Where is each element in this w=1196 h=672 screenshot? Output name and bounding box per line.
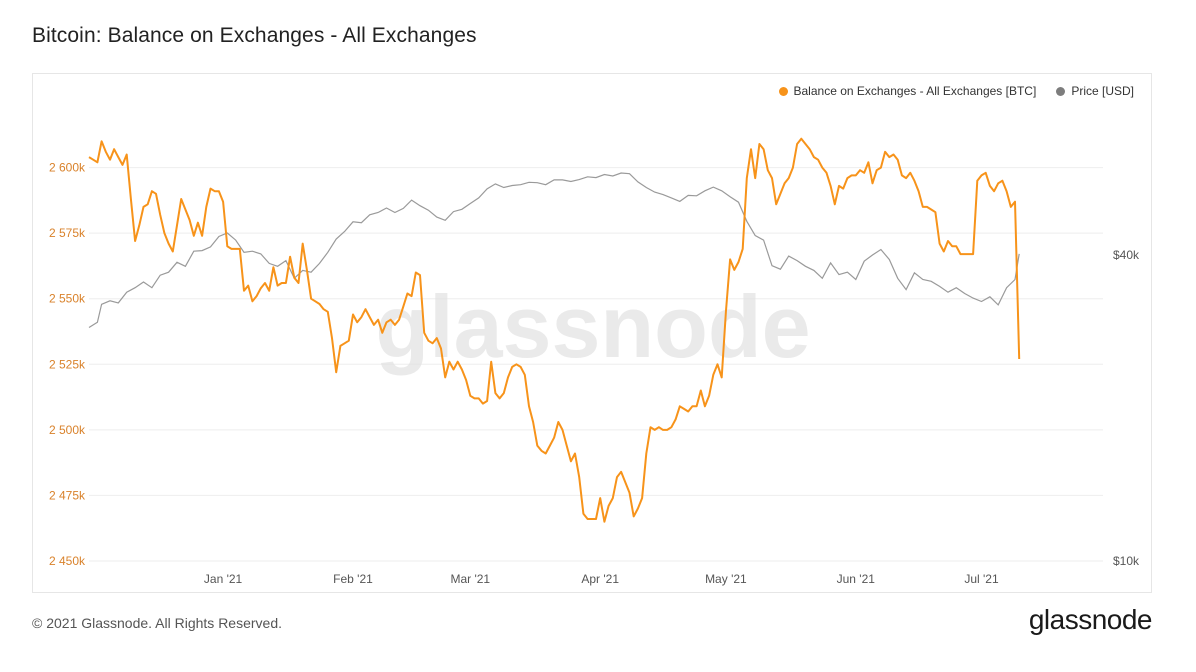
y-right-tick-label: $40k — [1113, 248, 1140, 262]
legend-label-balance: Balance on Exchanges - All Exchanges [BT… — [793, 84, 1037, 98]
legend-label-price: Price [USD] — [1071, 84, 1134, 98]
glassnode-logo[interactable]: glassnode — [1028, 604, 1153, 635]
series-line-price — [88, 172, 1020, 329]
legend-dot-price — [1056, 86, 1066, 96]
x-tick-label: May '21 — [705, 572, 747, 586]
y-left-tick-label: 2 525k — [49, 357, 86, 371]
chart-svg: 2 450k 2 475k 2 500k 2 525k 2 550k 2 575k 2 60… — [49, 137, 1140, 586]
x-tick-label: Jul '21 — [964, 572, 999, 586]
legend-item-balance[interactable]: Balance on Exchanges - All Exchanges [BT… — [778, 84, 1037, 98]
x-tick-label: Jan '21 — [204, 572, 243, 586]
legend: Balance on Exchanges - All Exchanges [BT… — [778, 84, 1134, 98]
series-line-balance — [88, 137, 1021, 523]
y-left-tick-label: 2 575k — [49, 226, 86, 240]
chart-frame: 2 450k 2 475k 2 500k 2 525k 2 550k 2 575k 2 60… — [32, 73, 1152, 593]
x-tick-label: Mar '21 — [450, 572, 490, 586]
x-tick-label: Jun '21 — [837, 572, 876, 586]
copyright-text: © 2021 Glassnode. All Rights Reserved. — [32, 615, 283, 631]
legend-dot-balance — [778, 86, 788, 96]
y-left-tick-label: 2 550k — [49, 292, 86, 306]
legend-item-price[interactable]: Price [USD] — [1056, 84, 1134, 98]
y-left-tick-label: 2 500k — [49, 423, 86, 437]
x-tick-label: Apr '21 — [581, 572, 619, 586]
y-left-tick-label: 2 475k — [49, 488, 86, 502]
watermark-text: glassnode — [375, 277, 810, 376]
x-tick-label: Feb '21 — [333, 572, 373, 586]
y-right-tick-label: $10k — [1113, 554, 1140, 568]
y-left-tick-label: 2 450k — [49, 554, 86, 568]
chart-title: Bitcoin: Balance on Exchanges - All Exch… — [32, 24, 477, 47]
y-left-tick-label: 2 600k — [49, 161, 86, 175]
